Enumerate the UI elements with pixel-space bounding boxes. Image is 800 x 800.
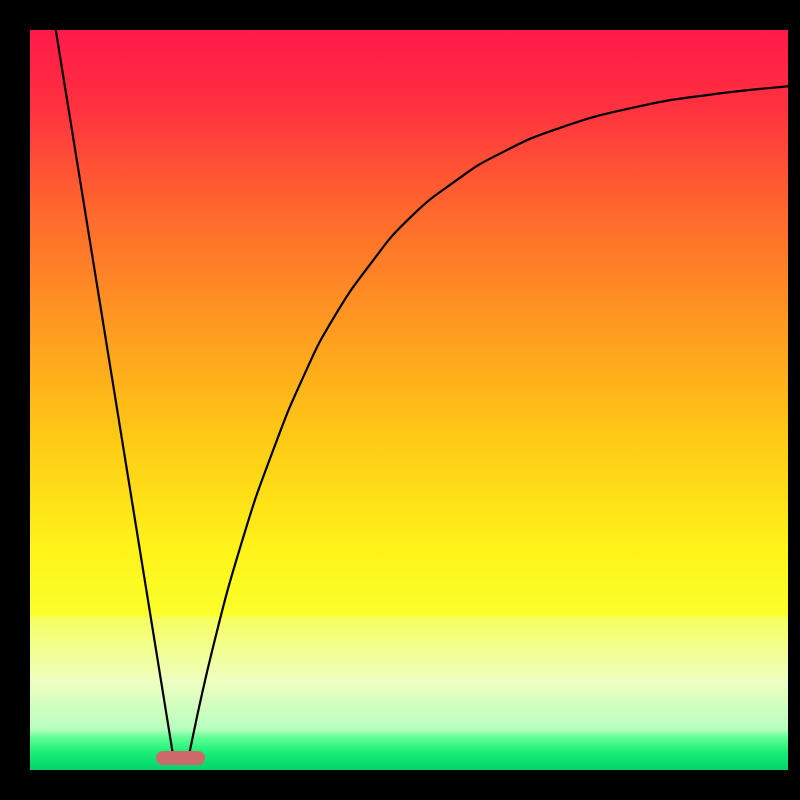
curve-left-segment bbox=[56, 30, 174, 761]
bottleneck-curve bbox=[30, 30, 788, 770]
chart-container: TheBottleneck.com bbox=[0, 0, 800, 800]
frame-top bbox=[0, 0, 800, 30]
plot-area bbox=[30, 30, 788, 770]
frame-left bbox=[0, 0, 30, 800]
frame-right bbox=[788, 0, 800, 800]
curve-right-segment bbox=[188, 86, 788, 761]
frame-bottom bbox=[0, 770, 800, 800]
optimum-marker bbox=[156, 751, 205, 765]
